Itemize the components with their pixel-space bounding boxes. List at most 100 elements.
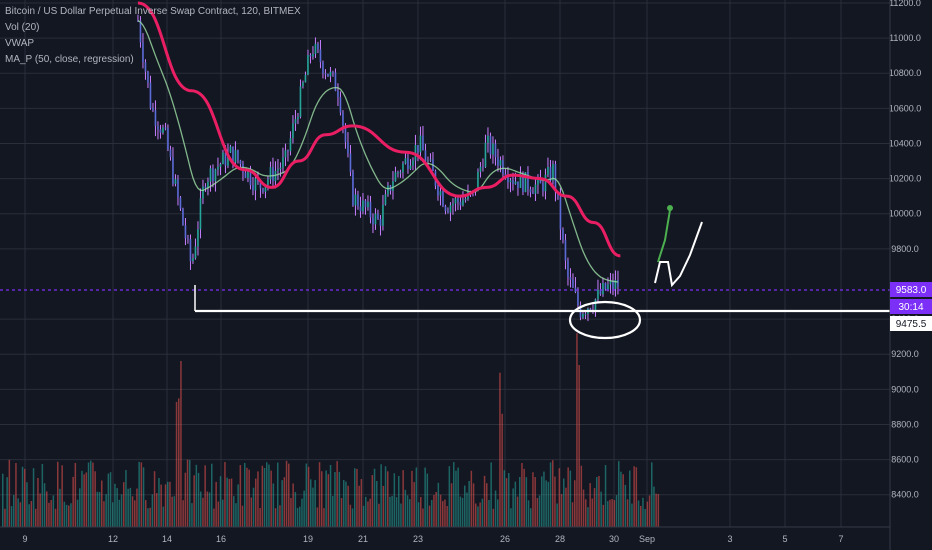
candle-body (249, 170, 252, 186)
volume-bar (541, 476, 543, 527)
volume-bar (158, 478, 160, 527)
candle-body (394, 172, 397, 182)
volume-bar (457, 467, 459, 527)
volume-bar (631, 503, 633, 527)
volume-bar (37, 477, 39, 527)
indicator-volume[interactable]: Vol (20) (5, 22, 40, 33)
candle-body (449, 205, 452, 213)
volume-bar (492, 508, 495, 527)
candle-body (177, 179, 179, 198)
volume-bar (112, 502, 114, 527)
volume-bar (657, 493, 660, 527)
volume-bar (382, 485, 385, 527)
candle-body (229, 146, 232, 153)
volume-bar (222, 499, 224, 527)
candle-body (502, 160, 504, 174)
candle-body (364, 200, 367, 208)
candle-body (422, 135, 424, 151)
volume-bar (644, 508, 646, 527)
volume-bar (79, 488, 81, 527)
volume-bar (367, 501, 369, 527)
candle-body (509, 180, 512, 183)
volume-bar (288, 463, 290, 527)
candle-body (604, 283, 607, 290)
volume-bar (598, 475, 600, 527)
symbol-title[interactable]: Bitcoin / US Dollar Perpetual Inverse Sw… (5, 6, 301, 17)
candle-body (402, 163, 404, 173)
candle-body (272, 167, 274, 182)
volume-bar (464, 485, 466, 527)
volume-bar (406, 495, 409, 527)
candle-body (379, 219, 382, 226)
volume-bar (481, 498, 484, 527)
candle-body (517, 181, 519, 188)
candle-body (559, 196, 562, 230)
candle-body (484, 142, 487, 168)
candle-body (162, 127, 164, 133)
indicator-vwap[interactable]: VWAP (5, 38, 35, 49)
candle-body (534, 184, 537, 194)
volume-bar (596, 477, 598, 527)
candle-body (152, 108, 154, 111)
volume-bar (244, 462, 246, 527)
y-tick-label: 8400.0 (891, 490, 919, 500)
volume-bar (345, 481, 347, 527)
volume-bar (560, 493, 563, 527)
volume-bar (497, 499, 499, 527)
volume-bar (332, 495, 334, 527)
volume-bar (624, 484, 627, 527)
volume-bar (415, 467, 418, 527)
volume-bar (226, 477, 228, 527)
candle-body (304, 74, 307, 83)
candle-body (187, 238, 189, 240)
volume-bar (149, 507, 151, 527)
candle-body (547, 167, 549, 175)
volume-bar (213, 508, 215, 527)
volume-bar (281, 480, 283, 527)
current-price-badge: 9583.0 (890, 282, 932, 297)
time-axis[interactable]: 9 12 14 16 19 21 23 26 28 30 Sep 3 5 7 (0, 526, 890, 544)
volume-bar (191, 503, 193, 527)
volume-bar (391, 495, 393, 527)
candle-body (357, 194, 359, 207)
candle-body (577, 291, 579, 306)
volume-bar (439, 494, 442, 527)
volume-bar (580, 465, 583, 527)
candle-body (164, 127, 167, 129)
volume-bar (2, 473, 4, 527)
chart-legend: Bitcoin / US Dollar Perpetual Inverse Sw… (5, 4, 301, 68)
volume-bar (233, 496, 235, 527)
volume-bar (534, 477, 536, 527)
volume-bar (389, 496, 391, 527)
indicator-ma[interactable]: MA_P (50, close, regression) (5, 54, 134, 65)
volume-bars (2, 333, 660, 527)
candle-body (419, 135, 422, 153)
volume-bar (4, 508, 6, 527)
volume-bar (543, 471, 545, 527)
volume-bar (184, 472, 187, 527)
candle-body (377, 213, 379, 220)
volume-bar (76, 499, 79, 527)
volume-bar (294, 491, 297, 527)
candle-body (262, 188, 264, 192)
candle-body (199, 198, 202, 230)
volume-bar (164, 484, 167, 527)
volume-bar (362, 505, 365, 527)
candle-body (482, 166, 484, 168)
volume-bar (118, 499, 121, 527)
candle-body (339, 97, 342, 113)
volume-bar (512, 488, 514, 527)
candle-body (522, 173, 524, 192)
volume-bar (371, 475, 374, 527)
candle-body (154, 110, 157, 126)
candle-body (452, 203, 454, 206)
candle-body (252, 185, 254, 191)
volume-bar (571, 502, 574, 527)
volume-bar (268, 464, 270, 527)
candle-body (269, 167, 272, 180)
volume-bar (459, 496, 462, 527)
candle-body (322, 62, 324, 74)
candle-body (392, 181, 394, 191)
volume-bar (101, 480, 103, 527)
